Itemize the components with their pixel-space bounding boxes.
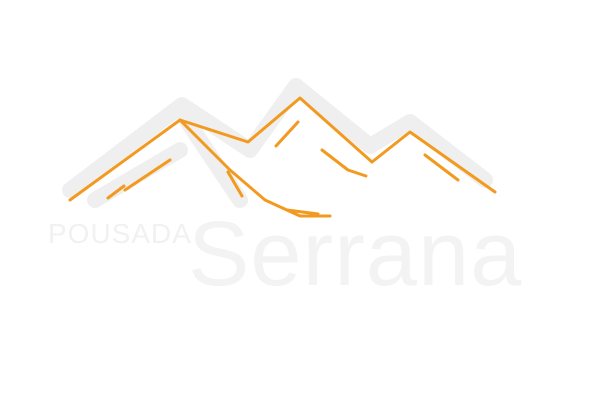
mountain-shadow bbox=[62, 78, 493, 208]
brand-word-small: POUSADA bbox=[48, 218, 192, 249]
brand-word-large: Serrana bbox=[188, 203, 523, 305]
mountain-outline bbox=[68, 96, 497, 218]
